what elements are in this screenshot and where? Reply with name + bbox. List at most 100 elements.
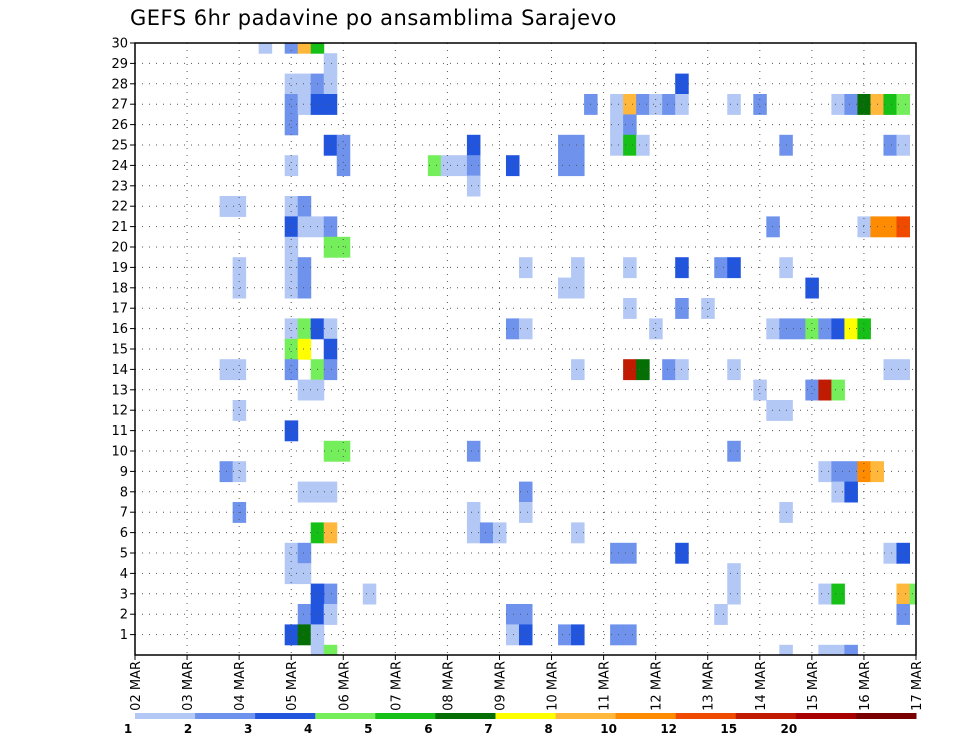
plot-frame [134, 42, 917, 656]
colorbar-label: 20 [780, 722, 797, 736]
heat-cell [727, 440, 741, 462]
y-tick-label: 28 [111, 77, 128, 92]
heat-cell [896, 604, 910, 625]
x-tick-label: 02 MAR [129, 661, 144, 711]
heat-cell [779, 644, 793, 656]
x-tick-label: 17 MAR [910, 661, 925, 711]
x-tick-label: 15 MAR [806, 661, 821, 711]
heat-cell [336, 134, 351, 156]
heat-cell [518, 257, 533, 279]
y-tick-label: 15 [111, 343, 128, 358]
x-tick-label: 11 MAR [598, 661, 613, 711]
heat-cell [662, 359, 676, 381]
heat-cell [258, 43, 273, 54]
colorbar-label: 10 [600, 722, 617, 736]
heat-cell [336, 155, 351, 177]
heat-cell [466, 522, 481, 544]
heat-cell [297, 481, 312, 503]
heat-cell [284, 196, 299, 217]
heat-cell [427, 155, 442, 177]
heat-cell [505, 604, 520, 625]
colorbar-label: 6 [424, 722, 432, 736]
heat-cell [831, 379, 845, 401]
y-tick-label: 20 [111, 241, 128, 256]
heat-cell [883, 216, 897, 238]
heat-cell [323, 583, 338, 605]
y-tick-label: 2 [120, 608, 128, 623]
heat-cell [766, 216, 780, 238]
heat-cell [883, 94, 897, 115]
y-tick-label: 27 [111, 98, 128, 113]
heat-cell [818, 644, 832, 656]
heat-cell [610, 134, 624, 156]
heat-cell [297, 43, 312, 54]
y-tick-label: 14 [111, 363, 128, 378]
y-tick-label: 19 [111, 261, 128, 276]
heat-cell [857, 318, 871, 340]
y-tick-label: 9 [120, 465, 128, 480]
x-tick-label: 10 MAR [546, 661, 561, 711]
y-axis: 1234567891011121314151617181920212223242… [111, 37, 135, 643]
heat-cell [571, 277, 585, 299]
heat-cell [610, 114, 624, 136]
heat-cell [558, 624, 572, 646]
y-tick-label: 3 [120, 587, 128, 602]
colorbar-segment [135, 713, 196, 719]
heat-cell [727, 94, 741, 115]
heat-cell [297, 604, 312, 625]
y-tick-label: 6 [120, 526, 128, 541]
heat-cell [727, 359, 741, 381]
y-tick-label: 12 [111, 404, 128, 419]
heat-cell [284, 43, 299, 54]
y-tick-label: 4 [120, 567, 128, 582]
heat-cell [362, 583, 377, 605]
heat-cell [766, 400, 780, 421]
heat-cell [818, 379, 832, 401]
x-tick-label: 05 MAR [285, 661, 300, 711]
heat-cell [323, 73, 338, 95]
heat-cell [518, 624, 533, 646]
x-tick-label: 14 MAR [754, 661, 769, 711]
heat-cell [571, 257, 585, 279]
heat-cell [310, 644, 325, 656]
colorbar-segment [495, 713, 557, 719]
y-tick-label: 26 [111, 118, 128, 133]
heat-cell [284, 216, 299, 238]
y-tick-label: 30 [111, 37, 128, 52]
x-tick-label: 06 MAR [337, 661, 352, 711]
x-tick-label: 04 MAR [233, 661, 248, 711]
colorbar-segment [675, 713, 737, 719]
heat-cell [323, 359, 338, 381]
grid-layer [134, 42, 917, 655]
colorbar-segment [855, 713, 917, 719]
heat-cell [857, 461, 871, 483]
colorbar-label: 4 [304, 722, 312, 736]
heat-cell [323, 481, 338, 503]
heat-cell [662, 94, 676, 115]
heat-cell [284, 563, 299, 585]
heat-cell [558, 277, 572, 299]
y-tick-label: 8 [120, 485, 128, 500]
y-tick-label: 22 [111, 200, 128, 215]
heat-cell [297, 542, 312, 564]
heat-cell [297, 379, 312, 401]
heat-cell [623, 94, 637, 115]
heat-cell [297, 216, 312, 238]
heat-cell [284, 236, 299, 258]
heat-cell [336, 440, 351, 462]
heat-cell [623, 542, 637, 564]
x-tick-label: 03 MAR [181, 661, 196, 711]
heat-cell [857, 216, 871, 238]
heat-cell [297, 563, 312, 585]
heat-cell [505, 624, 520, 646]
heat-cell [284, 359, 299, 381]
heat-cell [232, 400, 247, 421]
heat-cell [844, 644, 858, 656]
heat-cell [636, 359, 650, 381]
heat-cell [323, 644, 338, 656]
heat-cell [649, 318, 663, 340]
heat-cell [440, 155, 455, 177]
heat-cell [636, 94, 650, 115]
heat-cell [479, 522, 494, 544]
colorbar-label: 3 [244, 722, 252, 736]
